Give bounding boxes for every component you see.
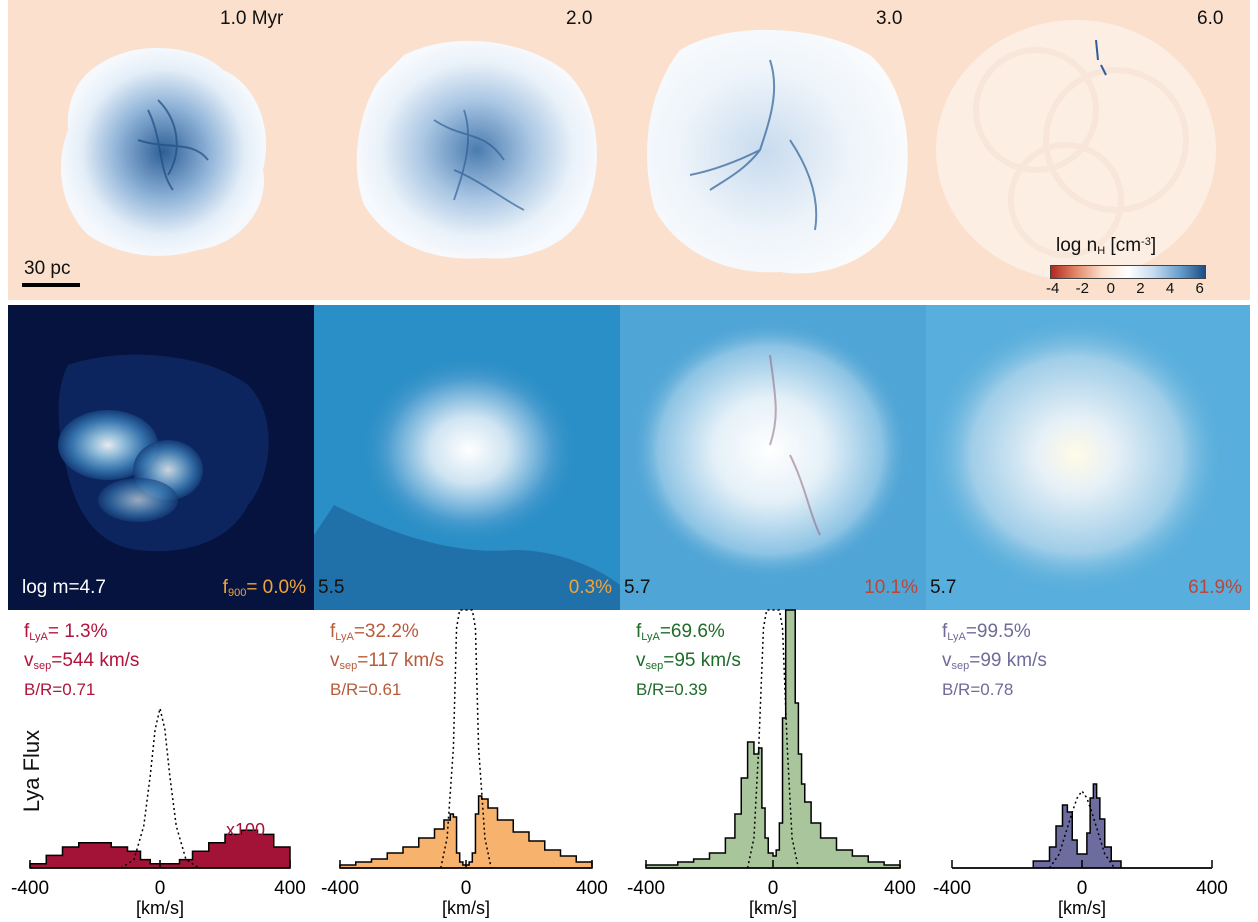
x100-annotation: x100 [226,820,266,840]
density-map-3 [647,29,908,274]
density-panel-3: 3.0 [620,0,926,300]
f900-prefix: f [222,577,228,598]
spectrum-1-tick-label: 400 [274,878,306,899]
colorbar-tick: 0 [1106,280,1116,297]
f900-label: 0.3% [569,577,612,599]
f900-label: 10.1% [864,577,918,599]
radiation-panel-4: 5.7 61.9% [926,305,1250,610]
f900-sub: 900 [227,587,247,599]
time-label: 3.0 [876,8,903,29]
spectrum-2-tick-label: -400 [321,878,359,899]
f900-value: 10.1% [864,577,918,598]
colorbar-tick: -4 [1045,280,1060,297]
f900-label: f900= 0.0% [223,577,306,599]
time-label: 2.0 [566,8,593,29]
vsep-stat: vsep=99 km/s [942,650,1047,672]
colorbar-label-main: log n [1056,235,1098,256]
spectrum-4-xlabel: [km/s] [1058,898,1106,918]
radiation-panel-2: 5.5 0.3% [314,305,620,610]
vsep-stat: vsep=95 km/s [636,650,741,672]
stats-1: fLyA= 1.3% vsep=544 km/s B/R=0.71 [24,620,139,701]
density-panel-2: 2.0 [314,0,620,300]
f900-value: 0.3% [568,577,612,598]
spectrum-1-tick-label: -400 [11,878,49,899]
spectrum-2-intrinsic [440,609,492,869]
radiation-panel-1: log m=4.7 f900= 0.0% [8,305,314,610]
density-map-2 [356,40,597,259]
flya-stat: fLyA=99.5% [942,621,1031,643]
spectrum-3-tick-label: 400 [884,878,916,899]
radiation-map-1 [58,354,269,552]
colorbar-label-close: ] [1150,235,1157,256]
spectrum-3-tick-label: 0 [768,878,779,899]
mass-label: 5.7 [930,577,957,598]
spectrum-2-histogram [339,795,593,869]
br-stat: B/R=0.71 [24,680,96,699]
stats-3: fLyA=69.6% vsep=95 km/s B/R=0.39 [636,620,741,701]
stats-4: fLyA=99.5% vsep=99 km/s B/R=0.78 [942,620,1047,701]
stats-2: fLyA=32.2% vsep=117 km/s B/R=0.61 [330,620,444,701]
spectrum-3-tick-label: -400 [627,878,665,899]
colorbar-tick: -2 [1075,280,1089,297]
spectrum-2-tick-label: 400 [576,878,608,899]
vsep-stat: vsep=117 km/s [330,650,445,672]
br-stat: B/R=0.61 [330,680,402,699]
colorbar [1050,265,1206,279]
density-panel-4: 6.0 log nH [cm-3] -4 -2 0 2 4 6 [926,0,1250,300]
y-axis-label: Lya Flux [19,729,44,813]
spectrum-1-tick-label: 0 [155,878,166,899]
vsep-stat: vsep=544 km/s [24,650,140,672]
time-label: 6.0 [1197,8,1224,29]
spectrum-4-tick-label: 400 [1196,878,1228,899]
f900-label: 61.9% [1188,577,1242,599]
flya-stat: fLyA=69.6% [636,621,725,643]
colorbar-label-sub: H [1097,245,1106,257]
colorbar-label-unit: [cm [1105,235,1142,256]
spectrum-4-tick-label: -400 [933,878,971,899]
spectrum-4-tick-label: 0 [1077,878,1088,899]
flya-stat: fLyA= 1.3% [24,621,108,643]
colorbar-label-sup: -3 [1141,236,1151,248]
colorbar-tick: 6 [1195,280,1204,297]
density-map-1 [60,48,267,256]
time-label: 1.0 Myr [220,8,284,29]
spectrum-3-intrinsic [746,609,800,869]
f900-value: 61.9% [1188,577,1242,598]
scale-bar-label: 30 pc [24,258,71,279]
colorbar-label: log nH [cm-3] [1056,235,1156,257]
colorbar-tick: 4 [1165,280,1175,297]
density-map-4 [936,20,1216,280]
spectrum-3-xlabel: [km/s] [749,898,797,918]
mass-label: 5.5 [318,577,345,598]
radiation-panel-3: 5.7 10.1% [620,305,926,610]
spectrum-1-xlabel: [km/s] [136,898,184,918]
colorbar-ticks: -4 -2 0 2 4 6 [1046,280,1204,298]
f900-value: = 0.0% [246,577,306,598]
colorbar-tick: 2 [1136,280,1145,297]
br-stat: B/R=0.78 [942,680,1014,699]
mass-label: log m=4.7 [22,577,106,598]
radiation-map-3 [630,320,910,580]
spectrum-1-intrinsic [120,708,200,869]
radiation-map-4 [926,315,1226,595]
spectrum-2-xlabel: [km/s] [442,898,490,918]
density-panel-1: 1.0 Myr 30 pc [8,0,314,300]
br-stat: B/R=0.39 [636,680,708,699]
flya-stat: fLyA=32.2% [330,621,419,643]
radiation-map-2 [314,355,620,610]
spectrum-4-histogram [952,783,1212,869]
spectrum-4-intrinsic [1048,789,1116,869]
mass-label: 5.7 [624,577,651,598]
spectrum-2-tick-label: 0 [461,878,472,899]
scale-bar [22,283,80,287]
